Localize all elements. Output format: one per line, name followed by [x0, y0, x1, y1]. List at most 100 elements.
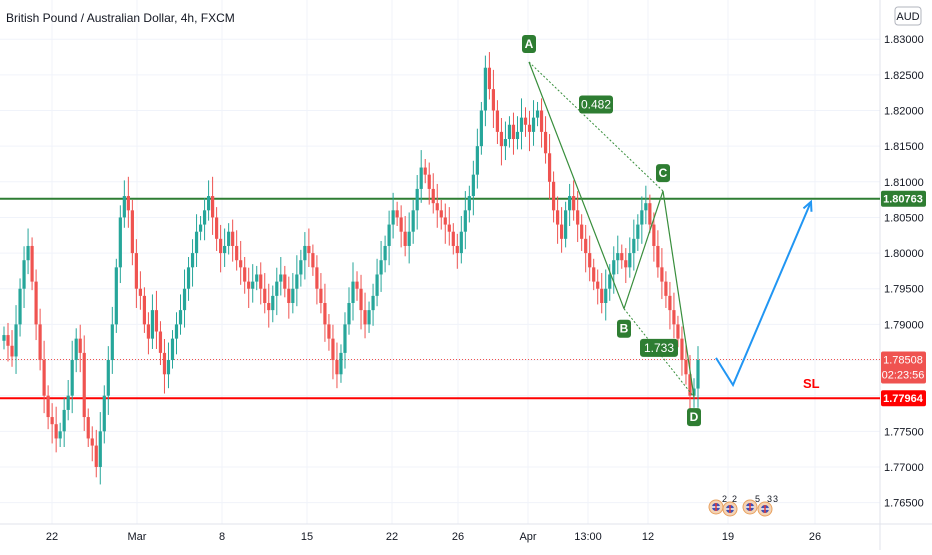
candle-body: [692, 388, 696, 396]
candle-body: [58, 431, 62, 439]
candle-body: [186, 267, 191, 289]
candle-body: [122, 196, 126, 218]
candle-body: [335, 360, 339, 375]
event-count: 3: [773, 494, 778, 504]
candle-body: [138, 288, 142, 296]
time-axis[interactable]: 22 Mar 8 15 22 26 Apr 13:00 12 19 26: [46, 531, 821, 543]
candle-body: [2, 335, 6, 341]
candle-body: [22, 260, 26, 289]
current-price-tag: 1.78508 02:23:56: [881, 351, 926, 384]
candle-body: [656, 245, 660, 268]
candle-body: [150, 310, 155, 339]
currency-button[interactable]: AUD: [894, 6, 922, 26]
candle-body: [632, 238, 636, 254]
candle-body: [227, 231, 231, 246]
pattern-leg: [662, 190, 695, 398]
candle-body: [419, 167, 423, 189]
candle-body: [295, 274, 299, 289]
candle-body: [271, 295, 275, 311]
candle-body: [283, 274, 287, 289]
candle-body: [279, 274, 283, 282]
time-tick-label: 26: [452, 531, 464, 543]
candle-body: [231, 231, 235, 246]
event-flag-icon[interactable]: [742, 499, 758, 515]
candle-body: [267, 302, 271, 311]
candle-body: [660, 267, 664, 282]
candle-body: [46, 395, 50, 418]
candle-body: [162, 352, 167, 375]
candle-body: [62, 409, 66, 432]
candle-body: [82, 352, 86, 418]
candle-body: [215, 217, 219, 239]
candle-body: [584, 238, 588, 254]
candle-body: [319, 288, 323, 303]
event-flag-icon[interactable]: [757, 501, 773, 517]
candle-body: [34, 281, 38, 325]
event-count: 2: [722, 494, 727, 504]
candle-body: [636, 224, 640, 239]
price-tick-label: 1.80000: [884, 248, 924, 260]
candle-body: [182, 288, 187, 311]
pattern-leg: [623, 190, 664, 309]
economic-events[interactable]: 2 2 5 3 3: [708, 494, 778, 517]
candle-body: [202, 210, 207, 225]
candle-body: [255, 274, 259, 282]
candle-body: [572, 196, 576, 211]
candle-body: [391, 210, 395, 225]
candle-body: [106, 360, 110, 396]
candle-body: [355, 281, 359, 289]
candle-body: [515, 131, 520, 140]
event-flag-icon[interactable]: [708, 499, 724, 515]
candle-body: [30, 245, 34, 282]
candle-body: [475, 146, 479, 175]
candle-body: [211, 196, 215, 218]
price-axis[interactable]: 1.83000 1.82500 1.82000 1.81500 1.81000 1.805…: [884, 34, 924, 509]
candle-body: [447, 224, 451, 232]
candle-body: [86, 417, 90, 439]
candle-body: [14, 324, 18, 357]
candle-body: [676, 324, 680, 339]
candle-body: [423, 167, 427, 175]
candle-body: [688, 374, 692, 396]
candle-body: [367, 310, 371, 325]
candle-body: [664, 281, 668, 296]
price-tick-label: 1.77500: [884, 426, 924, 438]
chart-title: British Pound / Australian Dollar, 4h, F…: [6, 11, 235, 25]
candle-body: [507, 124, 512, 140]
price-tick-label: 1.83000: [884, 34, 924, 46]
candle-body: [487, 67, 491, 90]
price-tick-label: 1.81000: [884, 177, 924, 189]
candle-body: [291, 288, 295, 303]
candle-body: [668, 295, 672, 311]
candle-body: [495, 110, 500, 132]
price-tick-label: 1.80500: [884, 212, 924, 224]
candle-body: [263, 288, 267, 303]
candle-body: [190, 253, 195, 268]
candle-body: [299, 260, 303, 275]
candle-body: [483, 67, 487, 111]
candle-body: [616, 253, 620, 261]
ratio-line: [528, 61, 664, 192]
time-tick-label: Mar: [128, 531, 147, 543]
candle-body: [543, 131, 548, 154]
candle-body: [580, 224, 584, 239]
candle-body: [303, 245, 307, 261]
candle-body: [511, 124, 516, 140]
candle-body: [467, 196, 471, 211]
candle-body: [503, 139, 508, 147]
price-tick-label: 1.81500: [884, 141, 924, 153]
candle-body: [70, 360, 74, 396]
candle-body: [126, 196, 130, 211]
candle-body: [431, 188, 435, 204]
candle-body: [479, 110, 483, 147]
projection-path: [715, 201, 812, 388]
candle-body: [347, 302, 351, 325]
ratio-label: 1.733: [644, 341, 674, 355]
harmonic-pattern[interactable]: A B C D 0.482 1.733: [522, 35, 701, 427]
candle-body: [78, 338, 82, 353]
projection-arrow[interactable]: [715, 199, 813, 388]
time-tick-label: 26: [809, 531, 821, 543]
event-flag-icon[interactable]: [722, 501, 738, 517]
